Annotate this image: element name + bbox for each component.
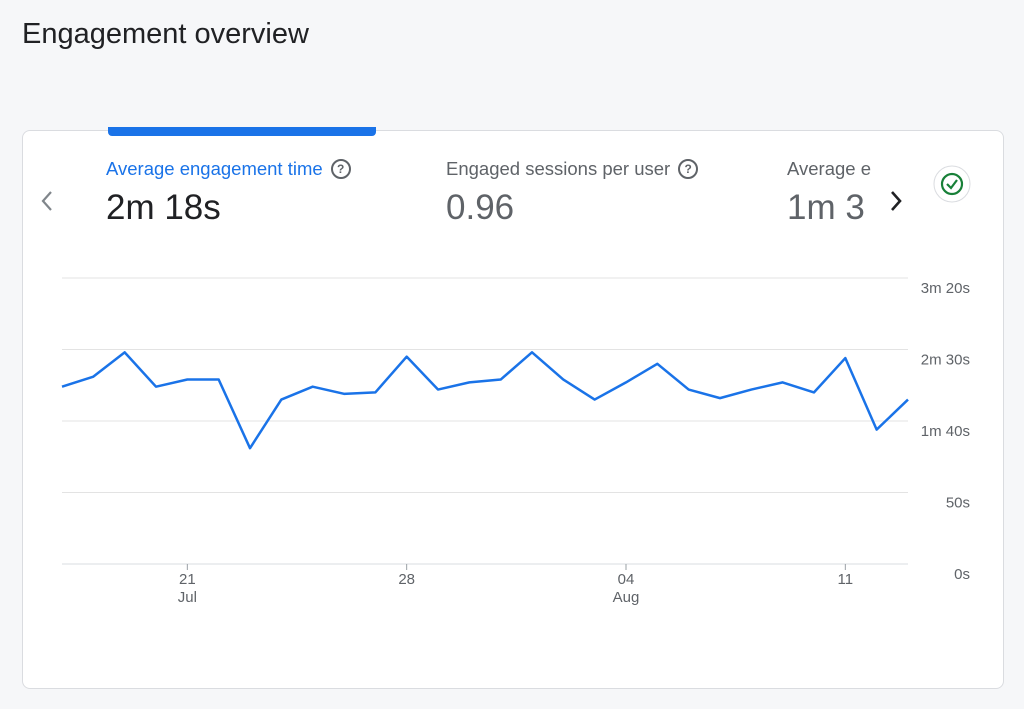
y-tick-label: 0s	[954, 566, 970, 583]
tab-value: 2m 18s	[106, 188, 221, 227]
series-line	[61, 351, 909, 450]
status-icon[interactable]	[933, 165, 971, 203]
tab-label: Engaged sessions per user	[446, 158, 671, 179]
page-title: Engagement overview	[22, 18, 309, 50]
y-tick-label: 1m 40s	[921, 423, 970, 440]
x-tick-label: 11	[838, 571, 854, 588]
help-icon[interactable]: ?	[330, 159, 351, 179]
y-tick-label: 3m 20s	[921, 280, 970, 297]
y-tick-label: 50s	[946, 494, 970, 511]
prev-arrow[interactable]	[41, 191, 52, 211]
tab-value: 0.96	[446, 188, 515, 227]
tab[interactable]: Engaged sessions per user? 0.96	[446, 158, 699, 228]
x-tick-label: 04	[618, 571, 635, 588]
x-tick-label: 28	[398, 571, 415, 588]
tab-label: Average e	[787, 158, 871, 179]
tab[interactable]: Average e 1m 3	[787, 158, 871, 228]
y-tick-label: 2m 30s	[921, 351, 970, 368]
x-tick-label: 21	[179, 571, 196, 588]
tab-indicator	[108, 127, 376, 136]
card	[22, 130, 1004, 689]
tab[interactable]: Average engagement time? 2m 18s	[106, 158, 351, 228]
next-arrow[interactable]	[891, 191, 902, 211]
help-icon[interactable]: ?	[678, 159, 699, 179]
x-month-label: Jul	[178, 589, 197, 606]
x-month-label: Aug	[613, 589, 640, 606]
tab-value: 1m 3	[787, 188, 865, 227]
tab-label: Average engagement time	[106, 158, 323, 179]
